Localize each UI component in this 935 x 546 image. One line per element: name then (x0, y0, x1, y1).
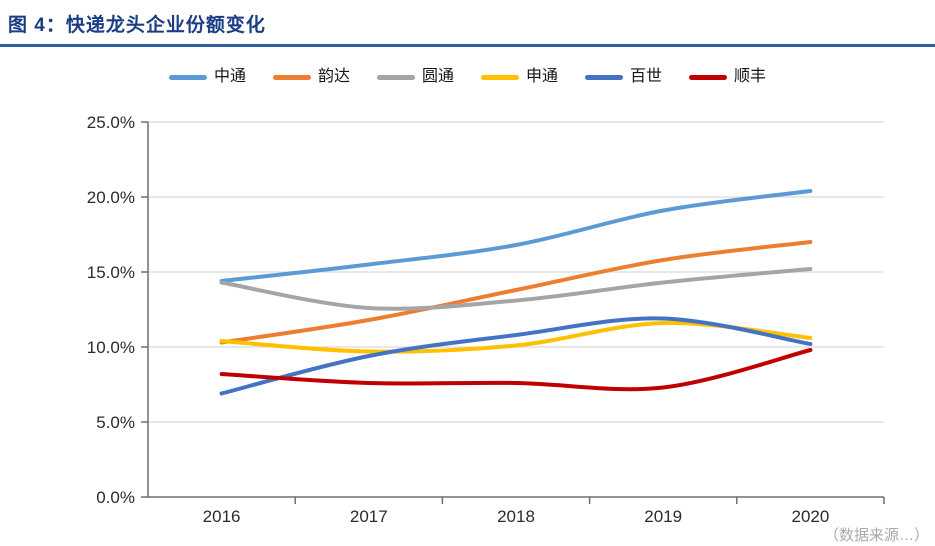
legend-line-swatch (168, 74, 207, 80)
legend-item: 申通 (481, 69, 558, 85)
x-tick-label: 2020 (791, 507, 829, 526)
series-line-3 (219, 267, 813, 311)
legend-item: 顺丰 (689, 69, 766, 85)
series-line-2 (219, 240, 813, 345)
x-tick-label: 2016 (203, 507, 241, 526)
title-divider (0, 44, 935, 47)
x-tick-label: 2017 (350, 507, 388, 526)
x-tick-label: 2018 (497, 507, 535, 526)
chart-legend: 中通 韵达 圆通 申通 百世 顺丰 (0, 63, 935, 91)
series-line-6 (219, 348, 813, 392)
y-tick-label: 10.0% (87, 338, 135, 357)
legend-label: 申通 (526, 68, 559, 85)
legend-line-swatch (376, 74, 415, 80)
legend-label: 百世 (630, 68, 663, 85)
series-line-5 (219, 316, 813, 396)
legend-item: 中通 (168, 68, 246, 85)
legend-line-swatch (585, 74, 624, 80)
clipped-source-note: （数据来源…） (823, 527, 929, 544)
y-tick-label: 15.0% (87, 263, 135, 282)
legend-line-swatch (272, 74, 311, 80)
figure-title: 图 4：快递龙头企业份额变化 (8, 15, 266, 36)
legend-item: 圆通 (376, 68, 454, 85)
y-tick-label: 5.0% (96, 413, 135, 432)
legend-line-swatch (481, 74, 519, 80)
y-tick-label: 25.0% (87, 113, 135, 132)
series-line-1 (219, 189, 813, 283)
y-tick-label: 0.0% (96, 488, 135, 507)
legend-line-swatch (689, 74, 728, 80)
legend-label: 顺丰 (734, 68, 767, 85)
legend-label: 中通 (213, 68, 246, 85)
legend-item: 百世 (585, 69, 662, 85)
legend-item: 韵达 (272, 68, 350, 85)
legend-label: 韵达 (317, 68, 350, 85)
y-tick-label: 20.0% (87, 188, 135, 207)
legend-label: 圆通 (421, 68, 454, 85)
x-tick-label: 2019 (644, 507, 682, 526)
